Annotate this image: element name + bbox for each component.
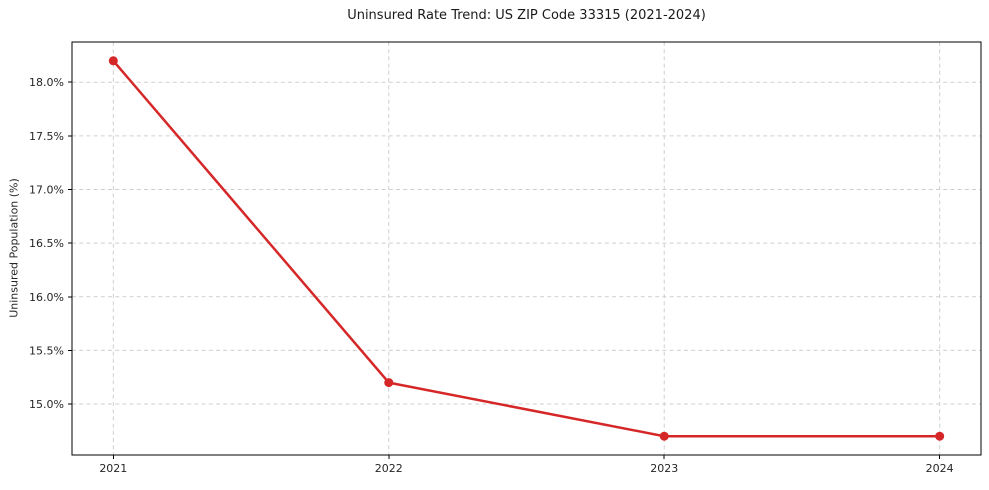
y-tick-label: 18.0% [29, 76, 64, 89]
y-tick-label: 16.5% [29, 237, 64, 250]
x-tick-label: 2024 [926, 462, 954, 475]
data-point-marker [108, 56, 118, 66]
plot-border [71, 41, 982, 456]
trend-line [112, 59, 941, 438]
x-tick-label: 2022 [375, 462, 403, 475]
x-tick-label: 2021 [99, 462, 127, 475]
data-point-marker [659, 431, 669, 441]
y-tick-label: 16.0% [29, 291, 64, 304]
y-tick-label: 15.5% [29, 344, 64, 357]
data-point-marker [384, 378, 394, 388]
y-tick-label: 17.5% [29, 130, 64, 143]
x-tick-label: 2023 [650, 462, 678, 475]
chart-title: Uninsured Rate Trend: US ZIP Code 33315 … [347, 8, 706, 23]
y-tick-label: 17.0% [29, 184, 64, 197]
data-point-marker [935, 431, 945, 441]
y-tick-label: 15.0% [29, 398, 64, 411]
